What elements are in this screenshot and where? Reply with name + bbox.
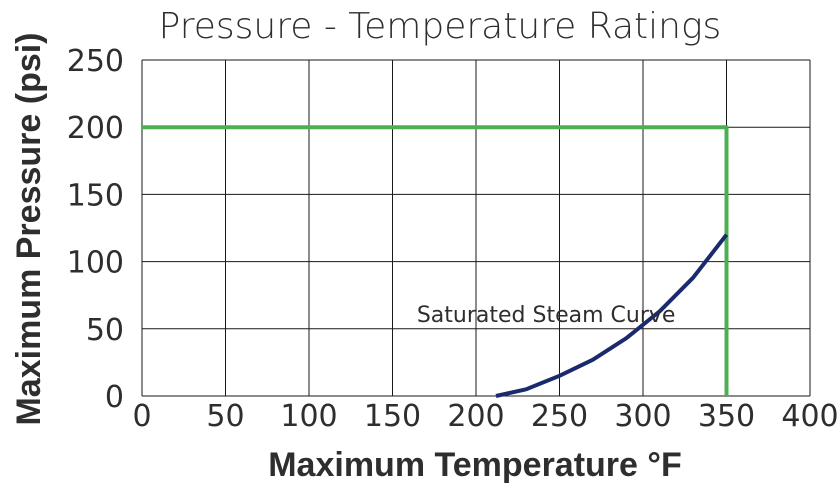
x-tick-label: 50 <box>206 399 244 434</box>
x-tick-label: 0 <box>132 399 151 434</box>
y-tick-label: 50 <box>86 313 124 348</box>
x-axis-label: Maximum Temperature °F <box>268 446 682 484</box>
annotation-label: Saturated Steam Curve <box>417 303 676 328</box>
grid <box>141 59 811 397</box>
y-tick-label: 250 <box>67 44 124 79</box>
x-tick-label: 200 <box>447 399 504 434</box>
x-tick-label: 250 <box>531 399 588 434</box>
x-tick-label: 150 <box>364 399 421 434</box>
x-tick-label: 400 <box>781 399 838 434</box>
y-tick-label: 150 <box>67 178 124 213</box>
chart-title: Pressure - Temperature Ratings <box>159 6 722 47</box>
x-tick-label: 300 <box>614 399 671 434</box>
rating-limit-line <box>142 125 729 396</box>
saturated-steam-curve <box>495 233 729 398</box>
y-tick-label: 0 <box>105 380 124 415</box>
series-layer <box>142 125 729 398</box>
annotations: Saturated Steam Curve <box>417 303 676 328</box>
y-tick-label: 100 <box>67 246 124 281</box>
x-tick-label: 100 <box>280 399 337 434</box>
y-tick-label: 200 <box>67 111 124 146</box>
tick-labels: 0 50 100 150 200 250 300 350 400 0 50 100 150 200 250 <box>67 44 839 434</box>
x-tick-label: 350 <box>698 399 755 434</box>
y-axis-label: Maximum Pressure (psi) <box>10 32 48 425</box>
